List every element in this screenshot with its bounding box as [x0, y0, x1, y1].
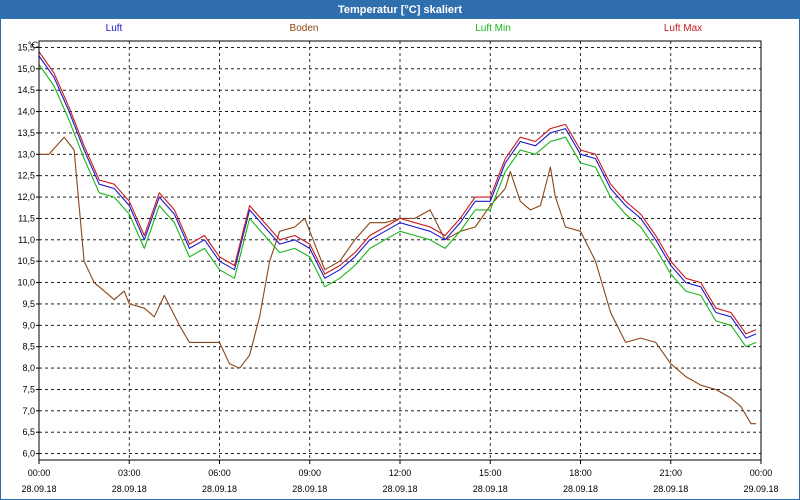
- x-tick-date-label: 28.09.18: [202, 484, 237, 494]
- y-tick-label: 13,5: [17, 128, 35, 138]
- legend-item-boden: Boden: [289, 23, 319, 34]
- y-tick-label: 10,0: [17, 278, 35, 288]
- x-tick-time-label: 18:00: [569, 468, 592, 478]
- x-tick-time-label: 09:00: [298, 468, 321, 478]
- y-tick-label: 6,5: [22, 427, 35, 437]
- series-line-luft-min: [38, 64, 757, 348]
- y-tick-label: 15,5: [17, 42, 35, 52]
- legend-item-luft-min: Luft Min: [475, 23, 511, 34]
- x-tick-time-label: 15:00: [479, 468, 502, 478]
- y-tick-label: 11,0: [18, 235, 35, 245]
- y-tick-label: 14,0: [17, 107, 35, 117]
- series-line-luft: [38, 55, 757, 339]
- y-tick-label: 15,0: [17, 64, 35, 74]
- x-tick-date-label: 28.09.18: [563, 484, 598, 494]
- y-tick-label: 8,0: [22, 363, 35, 373]
- y-axis-unit: °C: [28, 40, 39, 50]
- x-tick-date-label: 28.09.18: [382, 484, 417, 494]
- plot-frame: [38, 40, 762, 461]
- y-tick-label: 11,5: [18, 213, 35, 223]
- x-axis-tick-labels: 00:00 28.09.18 03:00 28.09.18 06:00 28.09.18 0…: [21, 468, 778, 494]
- x-tick-time-label: 00:00: [28, 468, 51, 478]
- y-tick-label: 9,0: [22, 320, 35, 330]
- y-tick-label: 12,5: [17, 171, 35, 181]
- x-tick-time-label: 06:00: [208, 468, 231, 478]
- x-tick-date-label: 28.09.18: [112, 484, 147, 494]
- series-line-boden: [39, 136, 756, 425]
- grid-lines: [36, 41, 762, 464]
- y-tick-label: 6,0: [22, 449, 35, 459]
- legend-item-luft: Luft: [105, 23, 123, 34]
- y-tick-label: 12,0: [17, 192, 35, 202]
- series-lines: [38, 51, 757, 425]
- x-tick-date-label: 29.09.18: [743, 484, 778, 494]
- x-tick-date-label: 28.09.18: [292, 484, 327, 494]
- y-tick-label: 7,5: [22, 384, 35, 394]
- window-title: Temperatur [°C] skaliert: [1, 1, 799, 19]
- x-tick-time-label: 21:00: [659, 468, 682, 478]
- x-tick-date-label: 28.09.18: [473, 484, 508, 494]
- x-tick-time-label: 12:00: [389, 468, 412, 478]
- x-tick-time-label: 00:00: [750, 468, 773, 478]
- y-axis-tick-labels: 6,0 6,5 7,0 7,5 8,0 8,5 9,0 9,5 10,0 10,5 11,0 11,5…: [17, 42, 35, 458]
- y-tick-label: 9,5: [22, 299, 35, 309]
- x-tick-time-label: 03:00: [118, 468, 141, 478]
- y-tick-label: 13,0: [17, 149, 35, 159]
- y-tick-label: 10,5: [17, 256, 35, 266]
- plot-area-border: [38, 40, 762, 461]
- y-tick-label: 14,5: [17, 85, 35, 95]
- y-tick-label: 7,0: [22, 406, 35, 416]
- x-tick-date-label: 28.09.18: [21, 484, 56, 494]
- y-tick-label: 8,5: [22, 342, 35, 352]
- x-tick-date-label: 28.09.18: [653, 484, 688, 494]
- series-line-luft-max: [38, 51, 757, 335]
- legend-item-luft-max: Luft Max: [663, 23, 703, 34]
- legend: Luft Boden Luft Min Luft Max: [1, 23, 799, 37]
